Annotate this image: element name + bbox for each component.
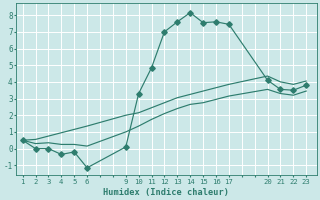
X-axis label: Humidex (Indice chaleur): Humidex (Indice chaleur) <box>103 188 229 197</box>
